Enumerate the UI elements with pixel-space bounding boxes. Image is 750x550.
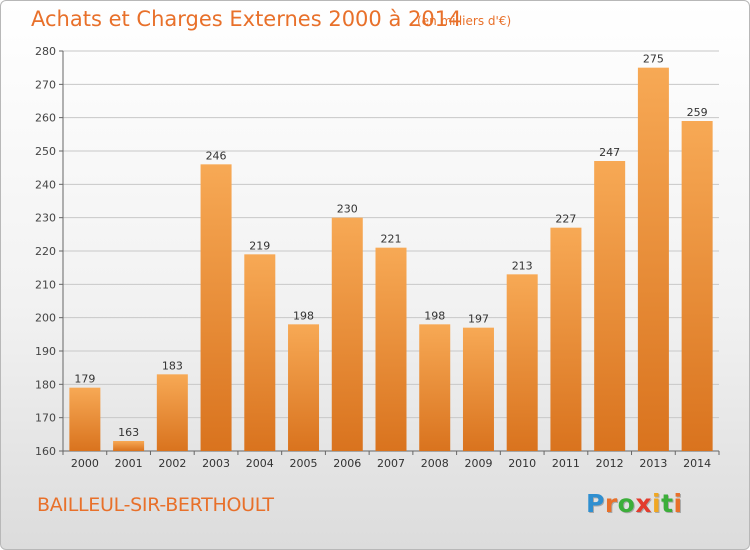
x-tick-label: 2001 (115, 457, 143, 470)
logo-letter: r (604, 489, 618, 518)
value-label: 197 (468, 313, 489, 326)
x-tick-label: 2000 (71, 457, 99, 470)
bar-2014 (681, 121, 713, 451)
y-tick-label: 280 (35, 45, 56, 58)
bar-2000 (69, 387, 101, 451)
value-label: 219 (249, 239, 270, 252)
commune-name: BAILLEUL-SIR-BERTHOULT (37, 494, 274, 516)
logo-letter: i (673, 489, 683, 518)
y-tick-label: 270 (35, 78, 56, 91)
bar-2006 (331, 217, 363, 451)
value-label: 259 (687, 106, 708, 119)
chart-units: (en milliers d'€) (417, 14, 512, 28)
bar-2002 (156, 374, 188, 451)
x-tick-label: 2012 (596, 457, 624, 470)
x-tick-label: 2003 (202, 457, 230, 470)
bar-2011 (550, 227, 582, 451)
y-tick-label: 170 (35, 412, 56, 425)
bars (69, 67, 713, 452)
bar-2008 (419, 324, 451, 451)
bar-2012 (594, 161, 626, 451)
bar-2013 (637, 67, 669, 452)
y-tick-label: 180 (35, 378, 56, 391)
value-label: 246 (206, 149, 227, 162)
bar-2009 (462, 327, 494, 451)
x-tick-label: 2006 (333, 457, 361, 470)
y-tick-label: 230 (35, 212, 56, 225)
x-tick-label: 2011 (552, 457, 580, 470)
x-tick-label: 2009 (464, 457, 492, 470)
logo-letter: o (617, 489, 636, 518)
logo-letter: t (661, 489, 674, 518)
bar-2005 (288, 324, 320, 451)
value-label: 198 (293, 309, 314, 322)
x-tick-label: 2004 (246, 457, 274, 470)
chart-title: Achats et Charges Externes 2000 à 2014 (31, 7, 462, 31)
x-tick-label: 2002 (158, 457, 186, 470)
y-tick-label: 240 (35, 178, 56, 191)
y-tick-label: 160 (35, 445, 56, 458)
x-tick-label: 2010 (508, 457, 536, 470)
logo-letter: i (652, 489, 662, 518)
labels: 160 170 180 190 200 210 220 230 240 250 260 270 280 1… (35, 45, 711, 470)
y-tick-label: 220 (35, 245, 56, 258)
x-tick-label: 2008 (421, 457, 449, 470)
value-label: 163 (118, 426, 139, 439)
y-tick-label: 250 (35, 145, 56, 158)
value-label: 183 (162, 359, 183, 372)
value-label: 179 (74, 373, 95, 386)
y-tick-label: 210 (35, 278, 56, 291)
y-tick-label: 190 (35, 345, 56, 358)
y-tick-label: 260 (35, 112, 56, 125)
value-label: 213 (512, 259, 533, 272)
proxiti-logo: Proxiti (586, 489, 683, 518)
x-tick-label: 2014 (683, 457, 711, 470)
value-label: 230 (337, 203, 358, 216)
bar-2007 (375, 247, 407, 451)
bar-2003 (200, 164, 232, 452)
value-label: 198 (424, 309, 445, 322)
bar-2010 (506, 274, 538, 451)
x-tick-label: 2005 (290, 457, 318, 470)
value-label: 221 (381, 233, 402, 246)
value-label: 247 (599, 146, 620, 159)
x-tick-label: 2007 (377, 457, 405, 470)
logo-letter: x (635, 489, 652, 518)
y-tick-label: 200 (35, 312, 56, 325)
x-tick-label: 2013 (639, 457, 667, 470)
bar-2001 (113, 441, 145, 451)
value-label: 227 (555, 213, 576, 226)
logo-letter: P (586, 489, 605, 518)
bar-2004 (244, 254, 276, 451)
value-label: 275 (643, 53, 664, 66)
